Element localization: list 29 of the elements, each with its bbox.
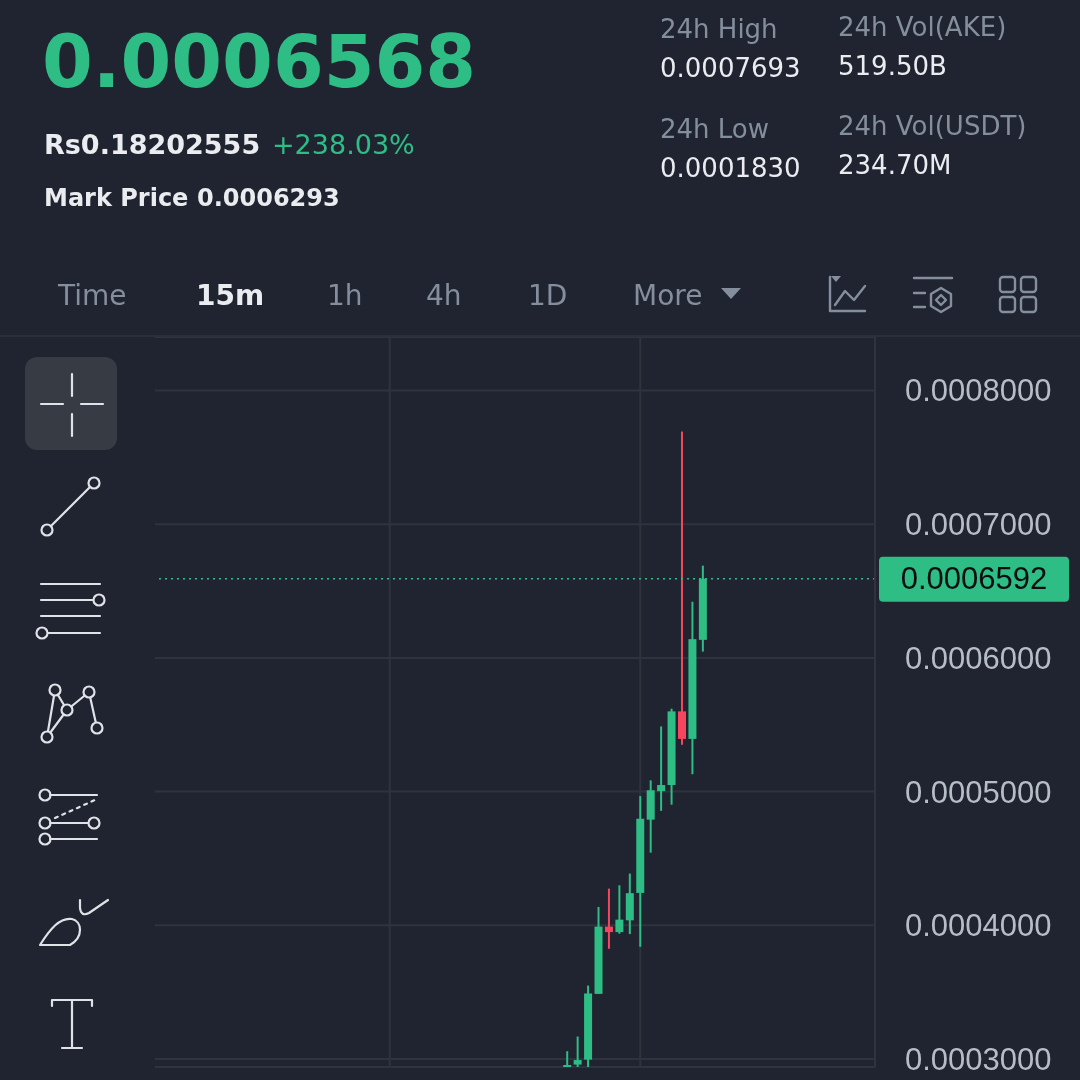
chart-title: 0.0006568 — [42, 18, 477, 106]
text: 0.0006293 — [197, 183, 340, 213]
text: 4h — [426, 279, 462, 313]
ref-line-label: 0.0006592 — [900, 561, 1048, 597]
text: More — [633, 279, 703, 313]
text: 24h Vol(AKE) — [838, 12, 1007, 44]
y-tick-label: 0.0005000 — [905, 774, 1052, 810]
text: 24h Vol(USDT) — [838, 111, 1027, 143]
text: 15m — [196, 279, 265, 313]
candlestick — [604, 888, 613, 949]
y-tick-label: 0.0006000 — [905, 640, 1052, 676]
text: 0.0001830 — [660, 153, 801, 185]
text: 519.50B — [838, 51, 947, 83]
y-tick-label: 0.0008000 — [905, 373, 1052, 409]
text: 1h — [327, 279, 363, 313]
text: 234.70M — [838, 150, 952, 182]
candlestick — [677, 431, 686, 745]
text: +238.03% — [272, 128, 415, 162]
y-tick-label: 0.0007000 — [905, 507, 1052, 543]
text: 0.0007693 — [660, 53, 801, 85]
text: Mark Price — [44, 183, 189, 213]
y-tick-label: 0.0004000 — [905, 908, 1052, 944]
text: Time — [58, 279, 127, 313]
text: 1D — [528, 279, 568, 313]
y-tick-label: 0.0003000 — [905, 1041, 1052, 1077]
text: 24h High — [660, 14, 778, 46]
text: 24h Low — [660, 114, 770, 146]
candlestick — [657, 726, 666, 811]
text: Rs0.18202555 — [44, 128, 261, 162]
